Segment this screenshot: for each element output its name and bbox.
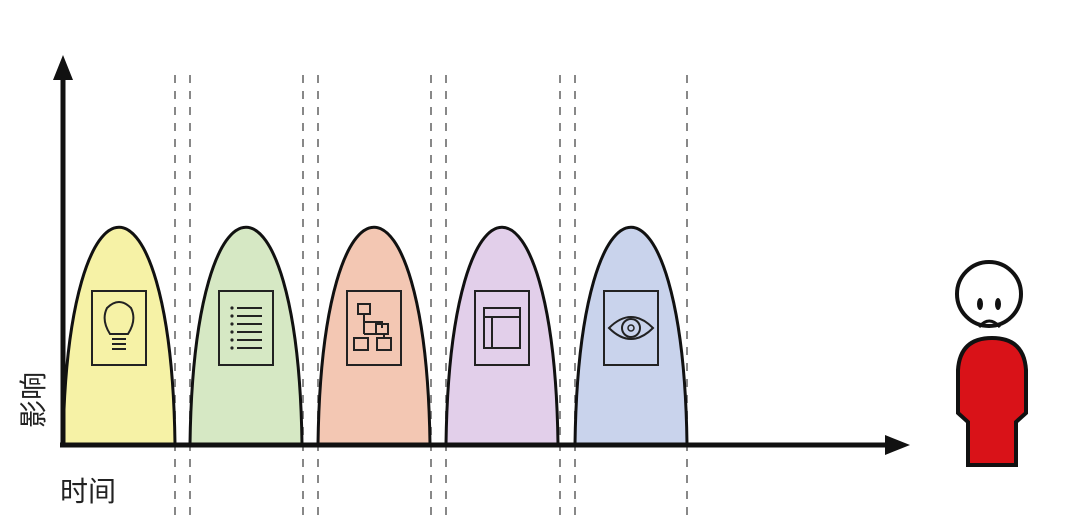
y-axis-label: 影响 [17, 371, 50, 428]
person-head [955, 260, 1023, 328]
phase-hump [316, 226, 432, 446]
eye-pupil [627, 324, 635, 332]
list-bullet [230, 346, 234, 350]
lightbulb-icon [103, 301, 135, 350]
list-bullet [230, 322, 234, 326]
eye-outline [607, 316, 655, 340]
icon-frame [218, 290, 274, 366]
eye-iris [621, 318, 641, 338]
bulb-outline [103, 301, 135, 335]
y-axis-arrowhead [53, 55, 73, 80]
list-bullet [230, 330, 234, 334]
layout-frame [483, 307, 521, 349]
phase-group [573, 226, 689, 446]
phase-hump [444, 226, 560, 446]
person-left-eye [977, 298, 983, 310]
hierarchy-icon [353, 303, 392, 351]
icon-frame [603, 290, 659, 366]
icon-frame [91, 290, 147, 366]
list-bullet [230, 314, 234, 318]
phase-hump [573, 226, 689, 446]
list-bullet [230, 338, 234, 342]
x-axis-arrowhead [885, 435, 910, 455]
node-mid [375, 323, 389, 335]
phase-hump [188, 226, 304, 446]
phase-humps [61, 226, 689, 446]
layout-icon [483, 307, 521, 349]
node-bottom-right [376, 337, 392, 351]
sad-person-icon [955, 260, 1028, 467]
list-bullet [230, 306, 234, 310]
person-body [956, 335, 1028, 467]
icon-frame [346, 290, 402, 366]
phase-group [316, 226, 432, 446]
phase-group [444, 226, 560, 446]
person-frown [977, 319, 1002, 329]
axes [53, 55, 910, 455]
node-bottom-left [353, 337, 369, 351]
x-axis-label: 时间 [60, 475, 117, 508]
list-icon [230, 306, 262, 350]
phase-hump [61, 226, 177, 446]
phase-group [61, 226, 177, 446]
phase-group [188, 226, 304, 446]
icon-frame [474, 290, 530, 366]
eye-icon [607, 316, 655, 340]
person-right-eye [995, 298, 1001, 310]
